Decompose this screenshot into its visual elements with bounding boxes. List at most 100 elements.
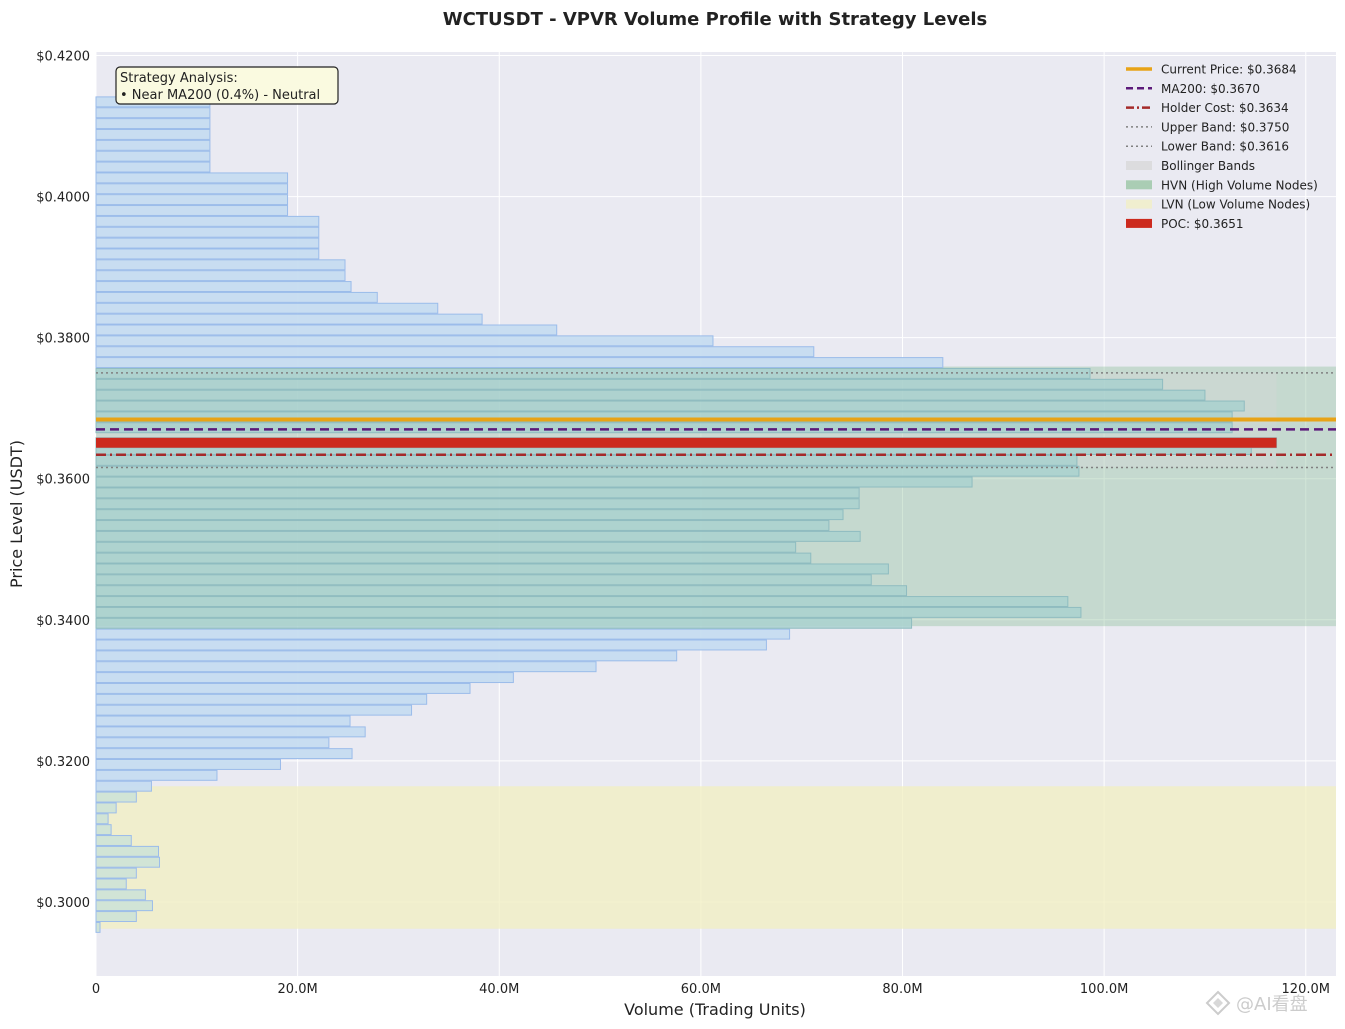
- volume-bar: [95, 856, 161, 868]
- y-tick-label: $0.3600: [36, 473, 90, 488]
- strategy-levels: [96, 372, 1336, 469]
- legend-label: Bollinger Bands: [1161, 159, 1255, 173]
- volume-bar: [95, 748, 353, 760]
- volume-bar: [95, 574, 872, 586]
- volume-bar: [95, 889, 146, 901]
- volume-bar: [95, 585, 908, 597]
- legend-entry: Upper Band: $0.3750: [1126, 120, 1289, 134]
- volume-bar: [95, 389, 1206, 401]
- y-tick-label: $0.3400: [36, 614, 90, 629]
- volume-bar: [95, 661, 597, 673]
- x-tick-label: 60.0M: [681, 982, 721, 997]
- legend-swatch: [1126, 218, 1152, 228]
- legend-entry: Bollinger Bands: [1126, 159, 1255, 173]
- volume-bar: [95, 596, 1069, 608]
- volume-bar: [95, 617, 913, 629]
- x-tick-label: 40.0M: [479, 982, 519, 997]
- y-tick-label: $0.3000: [36, 896, 90, 911]
- volume-bar: [95, 291, 378, 303]
- y-axis-ticks: $0.3000 $0.3200 $0.3400 $0.3600 $0.3800 $0.40…: [36, 50, 90, 911]
- volume-bar: [95, 530, 861, 542]
- x-axis-label: Volume (Trading Units): [624, 1000, 806, 1019]
- volume-bar: [95, 509, 844, 521]
- y-tick-label: $0.3200: [36, 755, 90, 770]
- volume-bar: [95, 411, 1233, 423]
- volume-bar: [95, 139, 211, 151]
- volume-bar: [95, 487, 860, 499]
- legend-entry: MA200: $0.3670: [1126, 82, 1260, 96]
- volume-bar: [95, 454, 1078, 466]
- x-tick-label: 20.0M: [278, 982, 318, 997]
- volume-bar: [95, 835, 132, 846]
- y-tick-label: $0.4000: [36, 191, 90, 206]
- volume-bar: [95, 802, 117, 814]
- legend: Current Price: $0.3684 MA200: $0.3670 Hold…: [1126, 63, 1318, 231]
- x-tick-label: 80.0M: [882, 982, 922, 997]
- y-tick-label: $0.3800: [36, 332, 90, 347]
- legend-label: Lower Band: $0.3616: [1161, 140, 1289, 154]
- volume-bar: [95, 672, 514, 684]
- volume-bar: [95, 563, 889, 575]
- volume-bar: [95, 758, 281, 770]
- volume-bar: [95, 259, 346, 271]
- volume-bar: [95, 552, 812, 564]
- volume-bar: [95, 867, 137, 879]
- poc-bar: [96, 437, 1277, 448]
- legend-entry: POC: $0.3651: [1126, 217, 1244, 231]
- volume-bar: [95, 281, 352, 292]
- volume-bar: [95, 726, 366, 738]
- legend-label: Holder Cost: $0.3634: [1161, 101, 1289, 115]
- volume-bar: [95, 237, 320, 249]
- volume-bar: [95, 150, 211, 162]
- chart-title: WCTUSDT - VPVR Volume Profile with Strat…: [443, 9, 988, 30]
- volume-bar: [95, 628, 791, 640]
- volume-bar: [95, 845, 160, 857]
- legend-label: LVN (Low Volume Nodes): [1161, 198, 1310, 212]
- volume-bar: [95, 824, 112, 836]
- volume-bar: [95, 780, 152, 792]
- volume-bar: [95, 878, 127, 890]
- volume-bar: [95, 226, 320, 238]
- volume-bar: [95, 520, 830, 531]
- volume-bar: [95, 335, 714, 347]
- y-axis-label: Price Level (USDT): [7, 440, 26, 588]
- x-tick-label: 120.0M: [1282, 982, 1330, 997]
- volume-bar: [95, 813, 109, 825]
- legend-swatch: [1126, 180, 1152, 190]
- volume-bar: [95, 606, 1082, 618]
- lvn-zone: [96, 786, 1336, 929]
- volume-bar: [95, 313, 483, 325]
- volume-bar: [95, 704, 413, 716]
- watermark-logo-icon: [1205, 990, 1231, 1016]
- volume-bar: [95, 107, 211, 119]
- volume-bar: [95, 205, 289, 216]
- volume-bar: [95, 422, 1233, 434]
- volume-bar: [95, 357, 944, 369]
- volume-bar: [95, 498, 860, 510]
- volume-bar: [95, 639, 767, 651]
- volume-bar: [95, 118, 211, 130]
- volume-bar: [95, 194, 289, 206]
- volume-bar: [95, 911, 137, 923]
- volume-bar: [95, 682, 471, 694]
- volume-bar: [95, 693, 428, 705]
- watermark-text: @AI看盘: [1236, 994, 1308, 1015]
- legend-swatch: [1126, 161, 1152, 170]
- volume-bar: [95, 183, 289, 195]
- volume-bar: [95, 737, 330, 749]
- y-tick-label: $0.4200: [36, 50, 90, 65]
- legend-entry: Current Price: $0.3684: [1126, 63, 1297, 77]
- volume-bar: [95, 791, 137, 803]
- volume-bar: [95, 650, 678, 662]
- volume-bar: [95, 921, 101, 933]
- volume-bar: [95, 324, 558, 336]
- annotation-line: • Near MA200 (0.4%) - Neutral: [120, 88, 320, 103]
- legend-label: Current Price: $0.3684: [1161, 63, 1297, 77]
- legend-label: HVN (High Volume Nodes): [1161, 178, 1318, 192]
- legend-label: MA200: $0.3670: [1161, 82, 1260, 96]
- volume-bar: [95, 715, 351, 727]
- volume-bar: [95, 400, 1245, 412]
- legend-entry: Lower Band: $0.3616: [1126, 140, 1289, 154]
- annotation-title: Strategy Analysis:: [120, 71, 238, 86]
- volume-bar: [95, 172, 289, 184]
